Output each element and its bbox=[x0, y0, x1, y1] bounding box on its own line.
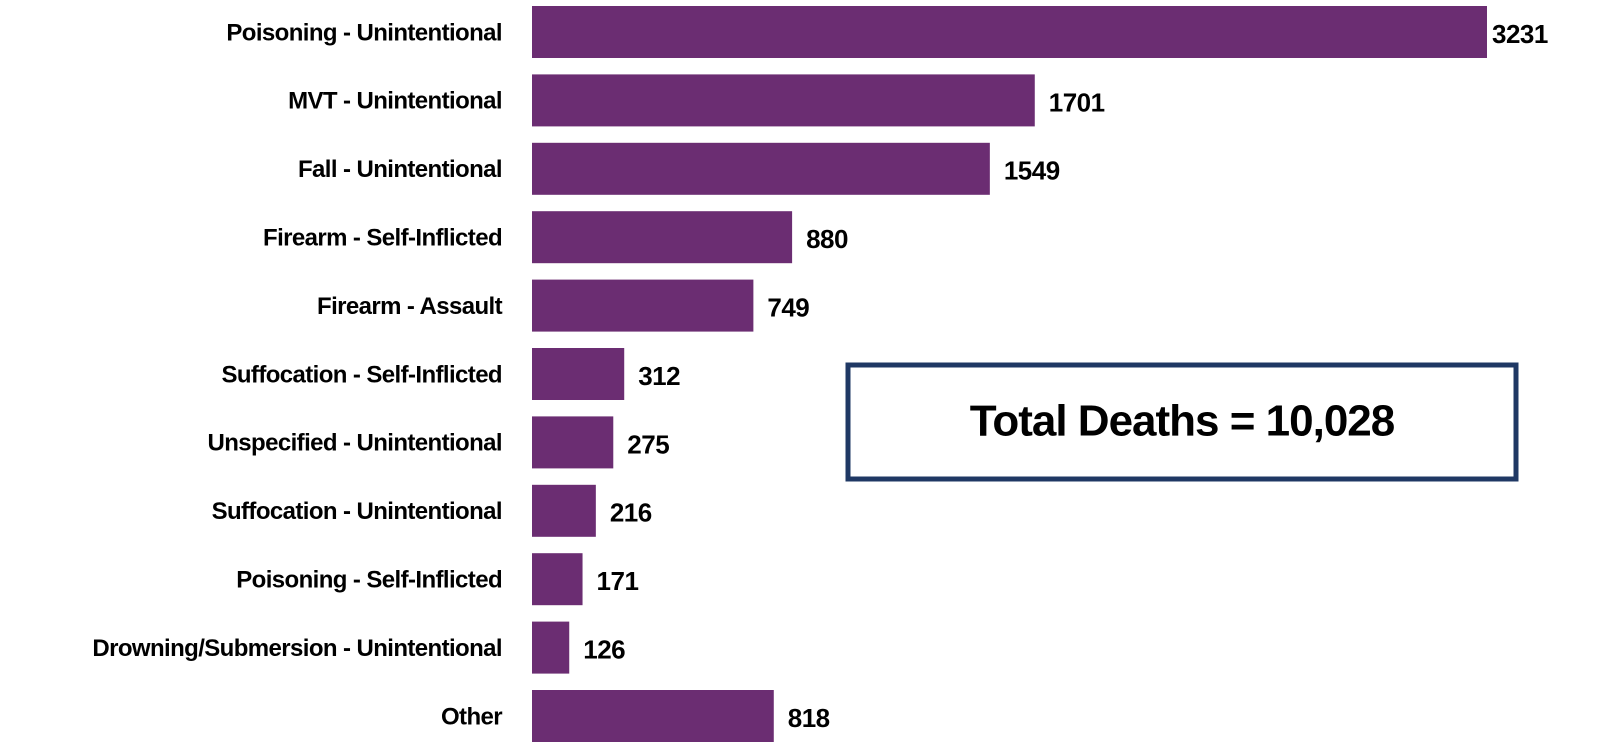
value-label: 1549 bbox=[1004, 156, 1060, 186]
value-label: 312 bbox=[638, 361, 680, 391]
bar bbox=[532, 348, 625, 400]
bar bbox=[532, 621, 570, 674]
bar bbox=[532, 6, 1487, 58]
y-tick-label: Drowning/Submersion - Unintentional bbox=[92, 635, 502, 662]
y-tick-label: Poisoning - Self-Inflicted bbox=[236, 567, 502, 594]
y-tick-label: Firearm - Assault bbox=[317, 293, 503, 320]
bar bbox=[532, 553, 583, 606]
bar bbox=[532, 211, 793, 264]
bar bbox=[532, 74, 1035, 127]
annotation: Total Deaths = 10,028 bbox=[970, 397, 1395, 446]
y-tick-label: MVT - Unintentional bbox=[288, 88, 502, 115]
y-tick-label: Firearm - Self-Inflicted bbox=[263, 225, 502, 252]
value-label: 818 bbox=[788, 703, 830, 733]
value-label: 126 bbox=[583, 634, 625, 664]
value-label: 3231 bbox=[1492, 19, 1548, 49]
annotation-box bbox=[845, 362, 1519, 482]
value-label: 1701 bbox=[1049, 87, 1105, 117]
y-tick-label: Unspecified - Unintentional bbox=[208, 430, 502, 457]
bar bbox=[532, 279, 754, 332]
value-label: 216 bbox=[610, 498, 652, 528]
value-label: 275 bbox=[627, 429, 669, 459]
y-tick-label: Fall - Unintentional bbox=[298, 156, 502, 183]
bar bbox=[532, 142, 990, 195]
bar bbox=[532, 416, 614, 469]
value-label: 880 bbox=[806, 224, 848, 254]
y-tick-label: Other bbox=[441, 703, 502, 730]
y-tick-label: Poisoning - Unintentional bbox=[226, 19, 502, 46]
value-label: 171 bbox=[597, 566, 639, 596]
y-tick-label: Suffocation - Self-Inflicted bbox=[221, 361, 502, 388]
value-label: 749 bbox=[767, 292, 809, 322]
bar bbox=[532, 484, 596, 537]
y-tick-label: Suffocation - Unintentional bbox=[212, 498, 502, 525]
bar bbox=[532, 690, 774, 742]
